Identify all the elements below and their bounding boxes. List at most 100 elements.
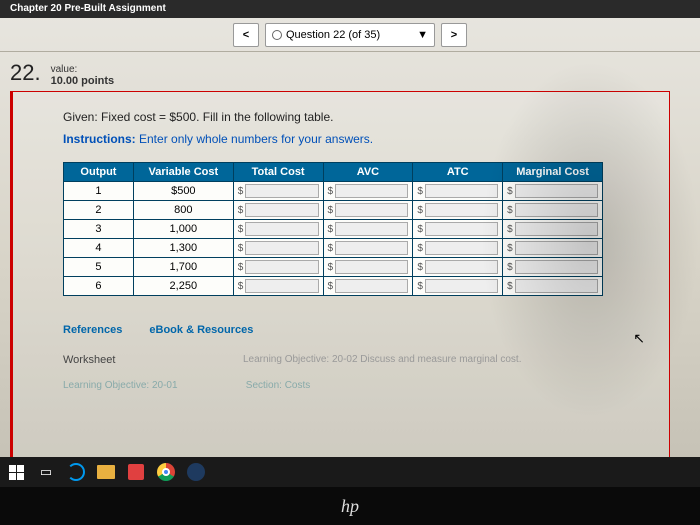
dollar-sign: $ [238, 243, 244, 254]
col-atc: ATC [413, 163, 503, 182]
atc-input[interactable] [425, 222, 498, 236]
atc-input[interactable] [425, 279, 498, 293]
dollar-sign: $ [238, 224, 244, 235]
dollar-sign: $ [507, 186, 513, 197]
dollar-sign: $ [507, 224, 513, 235]
tc-input[interactable] [245, 184, 318, 198]
vc-cell: 800 [133, 201, 233, 220]
dropdown-icon: ▼ [417, 29, 428, 41]
value-label: value: [51, 64, 115, 75]
col-mc: Marginal Cost [503, 163, 603, 182]
tc-cell: $ [233, 239, 323, 258]
assignment-title: Chapter 20 Pre-Built Assignment [10, 3, 166, 14]
mc-input[interactable] [515, 222, 598, 236]
tc-input[interactable] [245, 260, 318, 274]
output-cell: 5 [64, 258, 134, 277]
atc-cell: $ [413, 182, 503, 201]
given-text: Given: Fixed cost = $500. Fill in the fo… [63, 110, 649, 124]
atc-input[interactable] [425, 203, 498, 217]
table-row: 1$500$$$$ [64, 182, 603, 201]
app-icon[interactable] [186, 462, 206, 482]
avc-cell: $ [323, 239, 413, 258]
file-explorer-icon[interactable] [96, 462, 116, 482]
dollar-sign: $ [507, 262, 513, 273]
mc-input[interactable] [515, 184, 598, 198]
atc-cell: $ [413, 258, 503, 277]
instructions-prefix: Instructions: [63, 132, 136, 146]
dollar-sign: $ [507, 281, 513, 292]
table-row: 62,250$$$$ [64, 277, 603, 296]
next-question-button[interactable]: > [441, 23, 467, 47]
avc-input[interactable] [335, 279, 408, 293]
col-avc: AVC [323, 163, 413, 182]
avc-cell: $ [323, 201, 413, 220]
dollar-sign: $ [417, 243, 423, 254]
question-header: 22. value: 10.00 points [10, 60, 670, 87]
progress-icon [272, 30, 282, 40]
table-row: 31,000$$$$ [64, 220, 603, 239]
section-link[interactable]: Section: Costs [246, 380, 310, 391]
dollar-sign: $ [417, 262, 423, 273]
worksheet-link[interactable]: Worksheet [63, 354, 243, 366]
avc-cell: $ [323, 258, 413, 277]
vc-cell: $500 [133, 182, 233, 201]
table-row: 51,700$$$$ [64, 258, 603, 277]
mc-input[interactable] [515, 260, 598, 274]
mc-cell: $ [503, 239, 603, 258]
vc-cell: 1,000 [133, 220, 233, 239]
vc-cell: 1,300 [133, 239, 233, 258]
edge-browser-icon[interactable] [66, 462, 86, 482]
avc-input[interactable] [335, 260, 408, 274]
mc-cell: $ [503, 277, 603, 296]
dollar-sign: $ [328, 224, 334, 235]
tc-cell: $ [233, 182, 323, 201]
mc-input[interactable] [515, 279, 598, 293]
atc-input[interactable] [425, 260, 498, 274]
atc-input[interactable] [425, 241, 498, 255]
output-cell: 4 [64, 239, 134, 258]
question-page: 22. value: 10.00 points Given: Fixed cos… [0, 52, 700, 471]
col-vc: Variable Cost [133, 163, 233, 182]
instructions: Instructions: Enter only whole numbers f… [63, 132, 649, 146]
tc-input[interactable] [245, 203, 318, 217]
store-icon[interactable] [126, 462, 146, 482]
tc-input[interactable] [245, 279, 318, 293]
mc-input[interactable] [515, 241, 598, 255]
assignment-header: Chapter 20 Pre-Built Assignment [0, 0, 700, 18]
dollar-sign: $ [507, 243, 513, 254]
question-number: 22. [10, 60, 41, 86]
dollar-sign: $ [417, 205, 423, 216]
ebook-link[interactable]: eBook & Resources [149, 324, 253, 336]
output-cell: 6 [64, 277, 134, 296]
avc-input[interactable] [335, 184, 408, 198]
mc-input[interactable] [515, 203, 598, 217]
points-value: 10.00 points [51, 75, 115, 87]
atc-cell: $ [413, 201, 503, 220]
tc-input[interactable] [245, 222, 318, 236]
atc-input[interactable] [425, 184, 498, 198]
atc-cell: $ [413, 277, 503, 296]
dollar-sign: $ [507, 205, 513, 216]
windows-taskbar: ▭ [0, 457, 700, 487]
dollar-sign: $ [238, 281, 244, 292]
table-row: 2800$$$$ [64, 201, 603, 220]
mouse-cursor-icon: ↖ [633, 330, 645, 347]
bottom-links: Learning Objective: 20-01 Section: Costs [63, 380, 649, 391]
learning-objective-2[interactable]: Learning Objective: 20-01 [63, 380, 243, 391]
instructions-text: Enter only whole numbers for your answer… [136, 132, 373, 146]
task-view-icon[interactable]: ▭ [36, 462, 56, 482]
chrome-icon[interactable] [156, 462, 176, 482]
avc-input[interactable] [335, 203, 408, 217]
output-cell: 1 [64, 182, 134, 201]
dollar-sign: $ [417, 281, 423, 292]
prev-question-button[interactable]: < [233, 23, 259, 47]
avc-input[interactable] [335, 241, 408, 255]
question-label: Question 22 (of 35) [286, 29, 380, 41]
question-selector[interactable]: Question 22 (of 35) ▼ [265, 23, 435, 47]
tc-input[interactable] [245, 241, 318, 255]
references-link[interactable]: References [63, 324, 122, 336]
avc-input[interactable] [335, 222, 408, 236]
hp-logo: hp [341, 496, 359, 517]
start-button[interactable] [6, 462, 26, 482]
dollar-sign: $ [328, 262, 334, 273]
